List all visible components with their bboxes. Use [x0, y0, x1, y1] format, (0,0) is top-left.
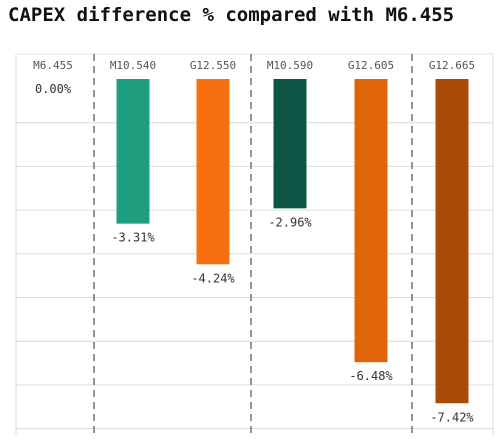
x-tick-label: M6.455 — [33, 59, 73, 72]
bar — [196, 79, 230, 265]
x-tick-label: G12.665 — [429, 59, 475, 72]
data-label: -4.24% — [191, 271, 235, 285]
bar — [116, 79, 150, 224]
bar — [354, 79, 388, 363]
data-label: 0.00% — [35, 82, 72, 96]
x-tick-label: G12.550 — [190, 59, 236, 72]
chart-title: CAPEX difference % compared with M6.455 — [8, 4, 455, 26]
x-tick-label: M10.590 — [267, 59, 313, 72]
data-label: -7.42% — [430, 410, 474, 424]
data-label: -2.96% — [268, 215, 312, 229]
x-tick-label: G12.605 — [348, 59, 394, 72]
x-tick-label: M10.540 — [110, 59, 156, 72]
bar — [435, 79, 469, 404]
data-label: -6.48% — [349, 369, 393, 383]
data-label: -3.31% — [111, 231, 155, 245]
bar — [273, 79, 307, 209]
